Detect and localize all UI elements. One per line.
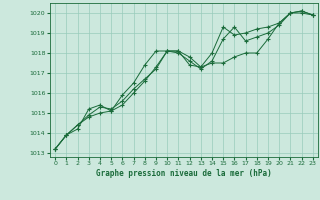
X-axis label: Graphe pression niveau de la mer (hPa): Graphe pression niveau de la mer (hPa) xyxy=(96,169,272,178)
